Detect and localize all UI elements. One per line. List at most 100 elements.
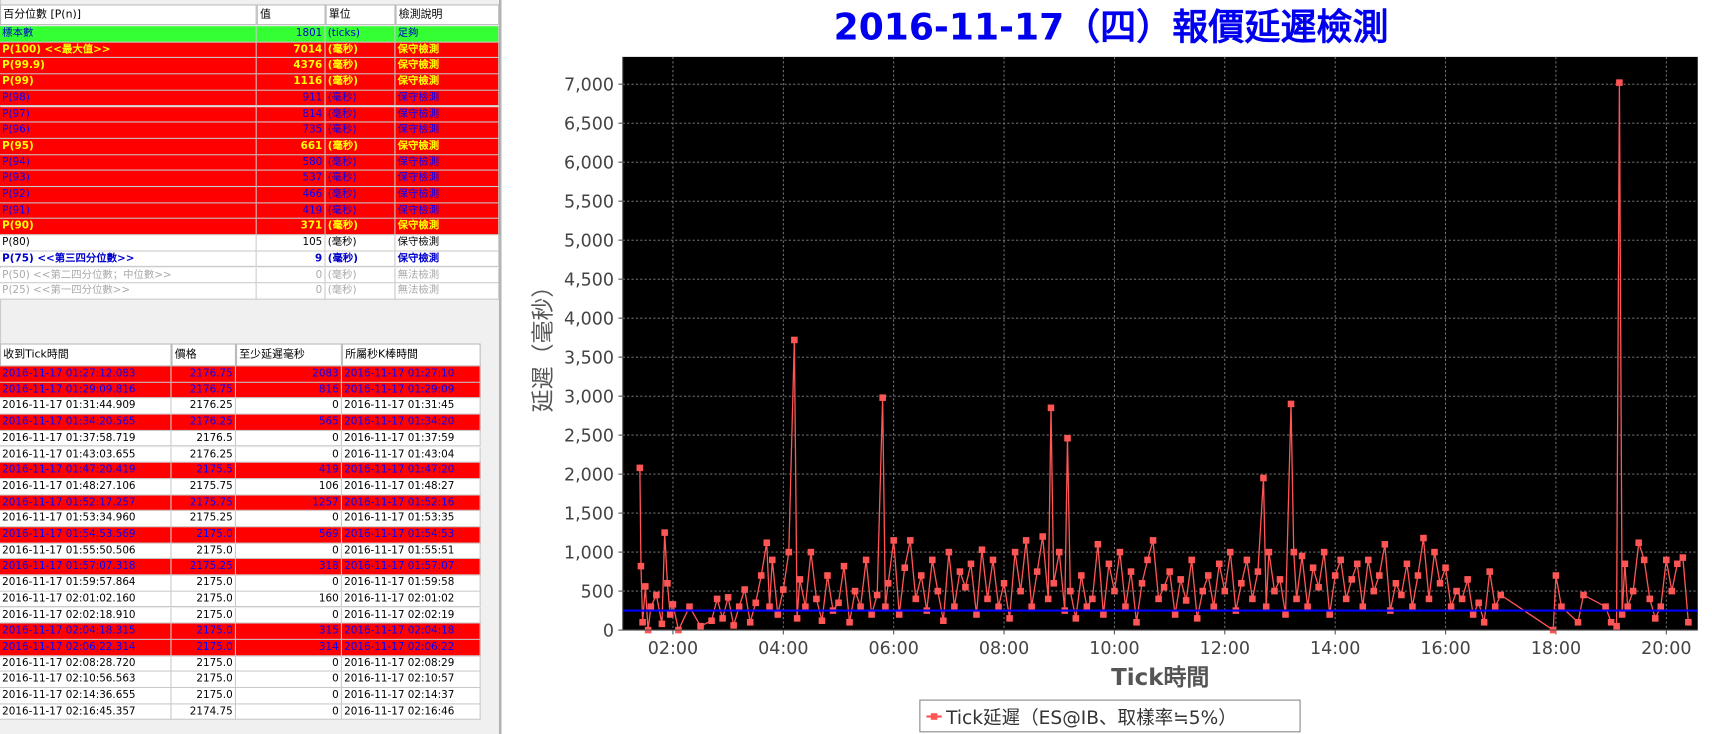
column-header[interactable]: 至少延遲毫秒 <box>235 343 342 367</box>
point-marker <box>962 583 969 591</box>
point-marker <box>1469 611 1477 618</box>
column-header[interactable]: 檢測說明 <box>395 4 500 26</box>
table-cell: P(92) <box>0 187 257 204</box>
table-cell: 569 <box>235 527 342 544</box>
table-cell: 保守檢測 <box>395 74 500 91</box>
point-marker <box>796 576 804 583</box>
splitter[interactable] <box>500 0 509 734</box>
table-cell: P(94) <box>0 154 257 171</box>
table-cell: 735 <box>256 122 326 139</box>
table-cell: 2175.0 <box>171 591 236 608</box>
point-marker <box>1089 595 1096 603</box>
point-marker <box>1320 548 1328 556</box>
table-cell: P(91) <box>0 203 257 220</box>
column-header[interactable]: 收到Tick時間 <box>0 343 172 367</box>
point-marker <box>1182 597 1190 604</box>
table-cell: 314 <box>235 639 342 656</box>
table-cell: 2016-11-17 02:06:22.314 <box>0 639 172 656</box>
column-header[interactable]: 值 <box>256 4 326 26</box>
point-marker <box>1249 595 1256 603</box>
chart: 2016-11-17（四）報價延遲檢測 0 500 1,000 1,500 2,000 2,… <box>531 6 1698 733</box>
table-cell: 足夠 <box>395 26 500 43</box>
column-header[interactable]: 單位 <box>325 4 396 26</box>
table-cell: 0 <box>235 511 342 528</box>
point-marker <box>1262 603 1270 610</box>
point-marker <box>901 564 909 571</box>
table-cell: 2016-11-17 02:14:36.655 <box>0 688 172 705</box>
column-header[interactable]: 價格 <box>171 343 236 367</box>
point-marker <box>1552 572 1560 579</box>
point-marker <box>1580 591 1587 599</box>
legend-swatch <box>930 713 938 720</box>
point-marker <box>636 464 644 472</box>
point-marker <box>1149 537 1157 544</box>
point-marker <box>929 556 936 564</box>
table-cell: 2016-11-17 01:59:58 <box>341 575 481 592</box>
column-header[interactable]: 所屬秒K棒時間 <box>341 343 481 367</box>
table-cell: 保守檢測 <box>395 122 500 139</box>
point-marker <box>1243 556 1251 564</box>
point-marker <box>664 580 671 587</box>
table-cell: 2016-11-17 02:02:19 <box>341 607 481 624</box>
point-marker <box>1064 434 1071 442</box>
y-tick-label: 7,000 <box>564 76 614 96</box>
point-marker <box>1392 580 1400 587</box>
table-cell: 4376 <box>256 58 326 75</box>
point-marker <box>1491 603 1499 610</box>
table-cell: 419 <box>256 203 326 220</box>
point-marker <box>785 548 793 556</box>
point-marker <box>1431 548 1438 556</box>
table-cell: 2016-11-17 01:59:57.864 <box>0 575 172 592</box>
point-marker <box>1453 587 1460 595</box>
column-header[interactable]: 百分位數 [P(n)] <box>0 4 257 26</box>
table-cell: (毫秒) <box>325 219 396 236</box>
table-cell: 2016-11-17 01:54:53 <box>341 527 481 544</box>
point-marker <box>802 603 809 610</box>
point-marker <box>724 594 732 601</box>
table-cell: 2016-11-17 01:55:50.506 <box>0 543 172 560</box>
table-cell: 371 <box>256 219 326 236</box>
table-cell: 2016-11-17 01:48:27 <box>341 479 481 496</box>
table-cell: (毫秒) <box>325 251 396 268</box>
table-cell: 保守檢測 <box>395 90 500 107</box>
table-cell: (毫秒) <box>325 187 396 204</box>
point-marker <box>1624 603 1631 610</box>
point-marker <box>669 601 677 608</box>
point-marker <box>666 611 674 618</box>
table-cell: 0 <box>235 671 342 689</box>
point-marker <box>1342 595 1350 603</box>
table-cell: 2176.25 <box>171 398 236 415</box>
table-cell: 2016-11-17 01:29:09 <box>341 382 481 399</box>
table-cell: 2016-11-17 01:29:09.816 <box>0 382 172 399</box>
point-marker <box>658 620 666 628</box>
point-marker <box>697 622 704 630</box>
point-marker <box>1635 539 1642 547</box>
point-marker <box>1133 619 1140 626</box>
point-marker <box>1221 587 1229 595</box>
point-marker <box>1486 568 1493 575</box>
point-marker <box>884 580 892 587</box>
point-marker <box>766 603 773 610</box>
table-cell: 保守檢測 <box>395 203 500 220</box>
y-tick-label: 2,000 <box>564 466 614 486</box>
table-cell: 2016-11-17 02:06:22 <box>341 639 481 656</box>
table-cell: 無法檢測 <box>395 283 500 300</box>
table-cell: 2176.25 <box>171 446 236 463</box>
table-cell: 2175.0 <box>171 607 236 624</box>
x-tick-label: 18:00 <box>1531 639 1581 659</box>
point-marker <box>1287 400 1295 408</box>
table-cell: 2016-11-17 02:10:56.563 <box>0 671 172 689</box>
table-cell: P(95) <box>0 138 257 155</box>
point-marker <box>1011 548 1019 556</box>
table-cell: (毫秒) <box>325 90 396 107</box>
point-marker <box>1160 583 1168 591</box>
table-cell: 2016-11-17 02:04:18.315 <box>0 623 172 640</box>
table-cell: P(99) <box>0 74 257 91</box>
point-marker <box>1083 603 1091 610</box>
point-marker <box>708 617 715 625</box>
point-marker <box>774 611 782 618</box>
table-cell: 0 <box>235 655 342 672</box>
point-marker <box>1616 79 1623 86</box>
table-cell: 2016-11-17 01:27:10 <box>341 366 481 383</box>
point-marker <box>642 583 649 590</box>
